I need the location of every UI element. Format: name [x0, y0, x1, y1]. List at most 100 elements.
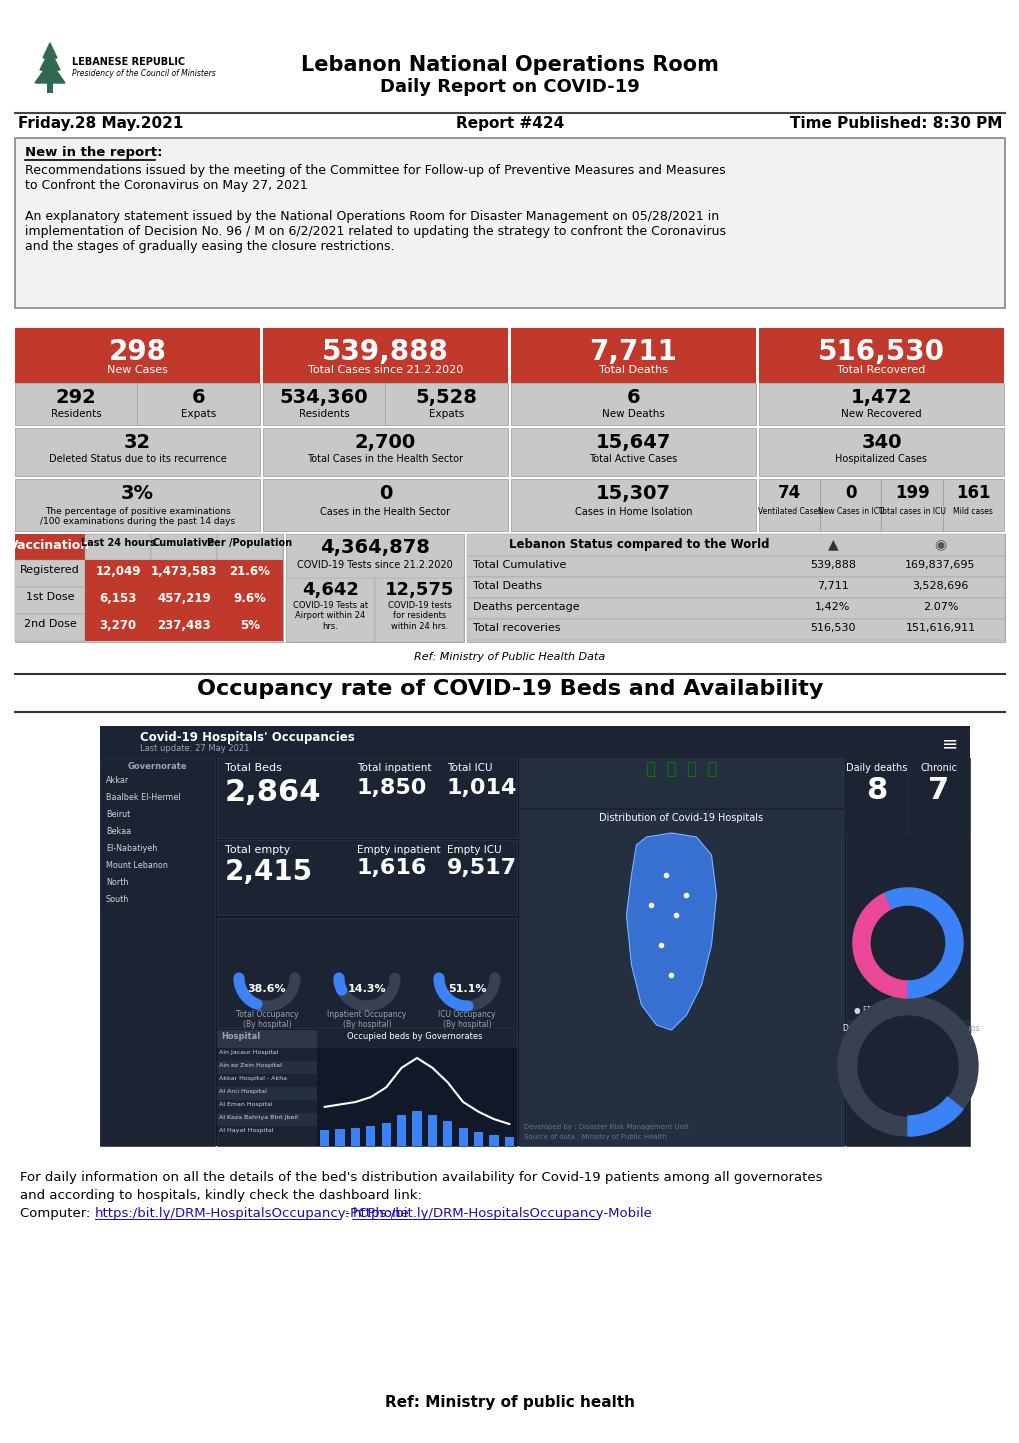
Text: ◉: ◉: [933, 537, 946, 551]
Text: ICU Occupancy
(By hospital): ICU Occupancy (By hospital): [438, 1010, 495, 1029]
Text: Expats: Expats: [181, 408, 216, 418]
Text: New Cases in ICU: New Cases in ICU: [817, 506, 883, 517]
Text: Presidency of the Council of Ministers: Presidency of the Council of Ministers: [72, 68, 216, 78]
Text: ICU Patients on Respirators: ICU Patients on Respirators: [846, 1043, 968, 1053]
Text: Developed by : Disaster Risk Management Unit: Developed by : Disaster Risk Management …: [524, 1124, 688, 1130]
Text: Hospital: Hospital: [221, 1032, 260, 1040]
FancyBboxPatch shape: [15, 139, 1004, 307]
FancyBboxPatch shape: [511, 479, 755, 531]
Text: The percentage of positive examinations
/100 examinations during the past 14 day: The percentage of positive examinations …: [40, 506, 234, 527]
FancyBboxPatch shape: [511, 382, 755, 426]
Text: 9,517: 9,517: [446, 859, 517, 877]
FancyBboxPatch shape: [15, 560, 85, 587]
Text: 5,528: 5,528: [416, 388, 477, 407]
FancyBboxPatch shape: [217, 587, 282, 615]
Text: Per /Population: Per /Population: [207, 538, 292, 548]
Text: 237,483: 237,483: [157, 619, 211, 632]
Text: 6: 6: [192, 388, 206, 407]
FancyBboxPatch shape: [351, 1128, 360, 1146]
Text: 151,616,911: 151,616,911: [905, 623, 974, 633]
Text: 457,219: 457,219: [157, 592, 211, 605]
Text: 7,711: 7,711: [816, 582, 848, 592]
Text: 8: 8: [865, 776, 887, 805]
Text: Mount Lebanon: Mount Lebanon: [106, 861, 168, 870]
FancyBboxPatch shape: [375, 579, 464, 642]
FancyBboxPatch shape: [217, 1100, 317, 1113]
Text: 539,888: 539,888: [322, 338, 448, 367]
Text: 534,360: 534,360: [279, 388, 368, 407]
Text: Total empty: Total empty: [225, 846, 290, 856]
Text: 1,616: 1,616: [357, 859, 427, 877]
Text: Ref: Ministry of Public Health Data: Ref: Ministry of Public Health Data: [414, 652, 605, 662]
Text: South: South: [106, 895, 129, 903]
Polygon shape: [838, 996, 977, 1136]
Text: 7: 7: [927, 776, 949, 805]
Text: Deleted Status due to its recurrence: Deleted Status due to its recurrence: [49, 455, 226, 465]
Text: 2,415: 2,415: [225, 859, 313, 886]
FancyBboxPatch shape: [100, 726, 969, 1146]
Text: 12,575: 12,575: [384, 582, 453, 599]
Text: Distribution of Covid-19 Hospitals: Distribution of Covid-19 Hospitals: [599, 812, 763, 823]
Text: New Recovered: New Recovered: [841, 408, 921, 418]
Text: Total ICU: Total ICU: [446, 763, 492, 773]
FancyBboxPatch shape: [366, 1127, 375, 1146]
Text: :: :: [344, 1206, 348, 1219]
Text: Occupancy rate of COVID-19 Beds and Availability: Occupancy rate of COVID-19 Beds and Avai…: [197, 680, 822, 698]
FancyBboxPatch shape: [151, 560, 217, 587]
Text: Total Recovered: Total Recovered: [837, 365, 925, 375]
Text: Al Kaza Bahriya Bint Jbeil: Al Kaza Bahriya Bint Jbeil: [219, 1115, 298, 1120]
FancyBboxPatch shape: [511, 328, 755, 382]
Text: Total Occupancy
(By hospital): Total Occupancy (By hospital): [235, 1010, 298, 1029]
Text: 1st Dose: 1st Dose: [25, 592, 74, 602]
Text: 340: 340: [860, 433, 901, 452]
Text: 74: 74: [777, 483, 801, 502]
Text: Daily Report on COVID-19: Daily Report on COVID-19: [380, 78, 639, 97]
Text: 516,530: 516,530: [809, 623, 855, 633]
Text: 3,270: 3,270: [99, 619, 137, 632]
Text: North: North: [106, 877, 128, 887]
FancyBboxPatch shape: [85, 534, 151, 560]
Text: Total inpatient: Total inpatient: [357, 763, 431, 773]
Text: New Deaths: New Deaths: [601, 408, 664, 418]
Text: 516,530: 516,530: [817, 338, 944, 367]
FancyBboxPatch shape: [467, 597, 1004, 619]
FancyBboxPatch shape: [320, 1130, 329, 1146]
Text: Time Published: 8:30 PM: Time Published: 8:30 PM: [789, 115, 1001, 131]
Polygon shape: [852, 887, 962, 999]
Text: ≡: ≡: [941, 734, 957, 753]
FancyBboxPatch shape: [15, 382, 260, 426]
Polygon shape: [852, 893, 907, 999]
FancyBboxPatch shape: [217, 840, 517, 915]
Text: 14.4%: 14.4%: [876, 1062, 938, 1079]
Text: Al Eman Hospital: Al Eman Hospital: [219, 1102, 272, 1107]
FancyBboxPatch shape: [100, 726, 969, 758]
FancyBboxPatch shape: [511, 429, 755, 476]
Text: 15,647: 15,647: [595, 433, 671, 452]
Text: Total Active Cases: Total Active Cases: [589, 455, 677, 465]
FancyBboxPatch shape: [758, 479, 819, 531]
FancyBboxPatch shape: [285, 579, 375, 642]
Text: COVID-19 tests
for residents
within 24 hrs.: COVID-19 tests for residents within 24 h…: [387, 600, 451, 631]
FancyBboxPatch shape: [758, 429, 1003, 476]
Text: Al Arci Hospital: Al Arci Hospital: [219, 1089, 267, 1094]
FancyBboxPatch shape: [845, 758, 969, 1146]
FancyBboxPatch shape: [317, 1030, 517, 1048]
Polygon shape: [626, 833, 715, 1030]
Text: Last 24 hours: Last 24 hours: [81, 538, 155, 548]
FancyBboxPatch shape: [519, 758, 843, 1146]
Text: COVID-19 Tests at
Airport within 24
hrs.: COVID-19 Tests at Airport within 24 hrs.: [292, 600, 368, 631]
Text: Total Deaths: Total Deaths: [598, 365, 667, 375]
FancyBboxPatch shape: [151, 615, 217, 641]
Text: Empty ICU: Empty ICU: [446, 846, 501, 856]
FancyBboxPatch shape: [217, 918, 517, 1027]
Text: 161: 161: [955, 483, 989, 502]
FancyBboxPatch shape: [263, 429, 507, 476]
Text: Computer:: Computer:: [20, 1206, 95, 1219]
Text: Lebanon Status compared to the World: Lebanon Status compared to the World: [508, 538, 768, 551]
FancyBboxPatch shape: [907, 758, 969, 833]
Text: Friday.28 May.2021: Friday.28 May.2021: [18, 115, 183, 131]
Text: An explanatory statement issued by the National Operations Room for Disaster Man: An explanatory statement issued by the N…: [25, 211, 726, 253]
Text: El-Nabatiyeh: El-Nabatiyeh: [106, 844, 157, 853]
FancyBboxPatch shape: [467, 534, 1004, 556]
Text: 51.1%: 51.1%: [447, 984, 486, 994]
